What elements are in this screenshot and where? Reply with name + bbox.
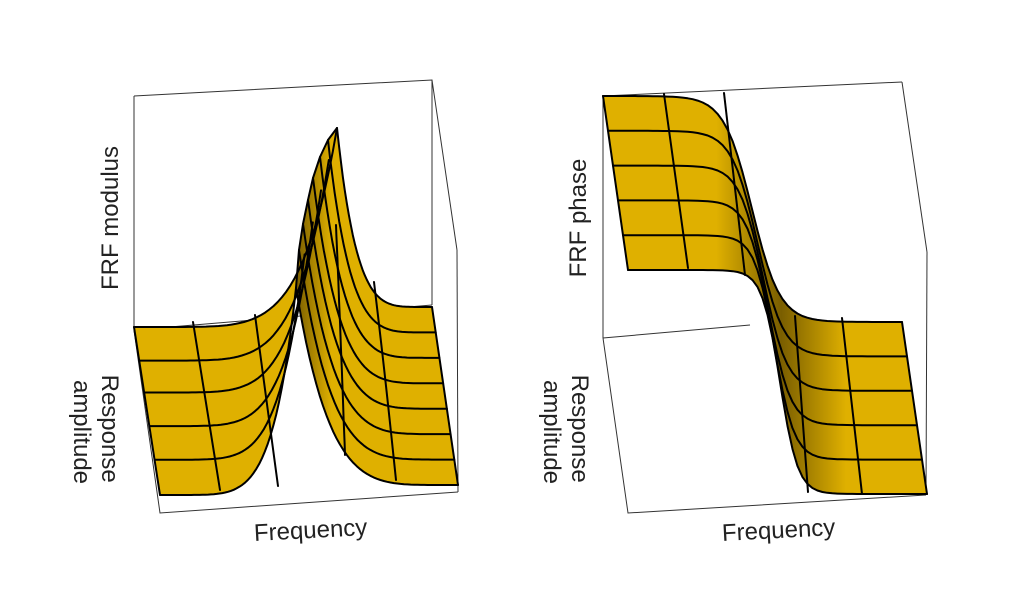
modulus-axes-box — [133, 79, 459, 514]
modulus-surface-left — [134, 128, 337, 495]
modulus-box-right-edge — [456, 249, 459, 493]
modulus-grid-ridge — [295, 127, 338, 289]
phase-grid-left-edge — [602, 95, 629, 271]
modulus-grid-left-freq-line-0 — [192, 321, 221, 491]
phase-x-axis-label: Frequency — [721, 514, 836, 547]
phase-grid-upper-freq-line-0 — [663, 93, 689, 269]
modulus-plot: FRF modulus Response amplitude Frequency — [68, 79, 459, 547]
phase-surface-grid — [602, 92, 928, 495]
modulus-z-axis-label: FRF modulus — [97, 146, 124, 290]
modulus-grid-left-curve-5 — [159, 287, 297, 496]
phase-box-right-edge — [925, 251, 928, 496]
modulus-grid-right-curve-4 — [307, 199, 448, 410]
phase-axes-box — [602, 81, 928, 514]
modulus-grid-right-curve-5 — [302, 223, 452, 436]
modulus-grid-right-curve-0 — [336, 127, 433, 308]
phase-y-axis-label-line-1: Response — [566, 375, 593, 483]
modulus-grid-right-curve-2 — [319, 156, 441, 359]
modulus-grid-right-curve-1 — [327, 139, 437, 334]
phase-grid-lower-freq-line-1 — [841, 317, 863, 495]
phase-y-axis-label: Response amplitude — [538, 375, 593, 490]
phase-grid-upper-freq-line-1 — [723, 92, 746, 276]
modulus-x-axis-label: Frequency — [253, 514, 368, 547]
modulus-grid-right-curve-3 — [312, 177, 445, 385]
modulus-grid-right-edge — [431, 306, 459, 486]
modulus-grid-left-curve-4 — [153, 253, 306, 461]
phase-grid-amplitude-curve-0 — [602, 95, 903, 323]
modulus-box-floor-front — [133, 329, 459, 514]
modulus-y-axis-label-line-1: Response — [96, 375, 123, 483]
modulus-grid-right-freq-line-0 — [373, 281, 397, 481]
modulus-y-axis-label: Response amplitude — [68, 375, 123, 490]
phase-box-floor-back — [602, 324, 751, 339]
modulus-grid-left-curve-3 — [148, 221, 314, 428]
phase-grid-lower-freq-line-0 — [794, 315, 809, 493]
modulus-grid-left-freq-line-1 — [254, 314, 279, 487]
phase-grid-amplitude-curve-5 — [627, 269, 928, 495]
phase-box-floor-front — [602, 337, 927, 514]
modulus-box-back-top — [133, 79, 458, 251]
phase-box-back-top — [602, 81, 903, 97]
modulus-surface-grid — [133, 127, 459, 496]
phase-grid-right-edge — [901, 321, 928, 495]
phase-plot: FRF phase Response amplitude Frequency — [538, 81, 928, 547]
phase-z-axis-label: FRF phase — [565, 159, 592, 278]
modulus-grid-right-curve-7 — [295, 287, 459, 486]
modulus-grid-right-freq-line-1 — [335, 224, 346, 456]
modulus-y-axis-label-line-2: amplitude — [68, 380, 95, 484]
modulus-grid-right-curve-6 — [298, 249, 456, 461]
modulus-grid-left-edge — [133, 326, 161, 496]
phase-box-back-right — [901, 81, 928, 253]
phase-grid-amplitude-curve-2 — [612, 164, 913, 392]
phase-y-axis-label-line-2: amplitude — [538, 380, 565, 484]
phase-grid-amplitude-curve-1 — [607, 129, 908, 358]
